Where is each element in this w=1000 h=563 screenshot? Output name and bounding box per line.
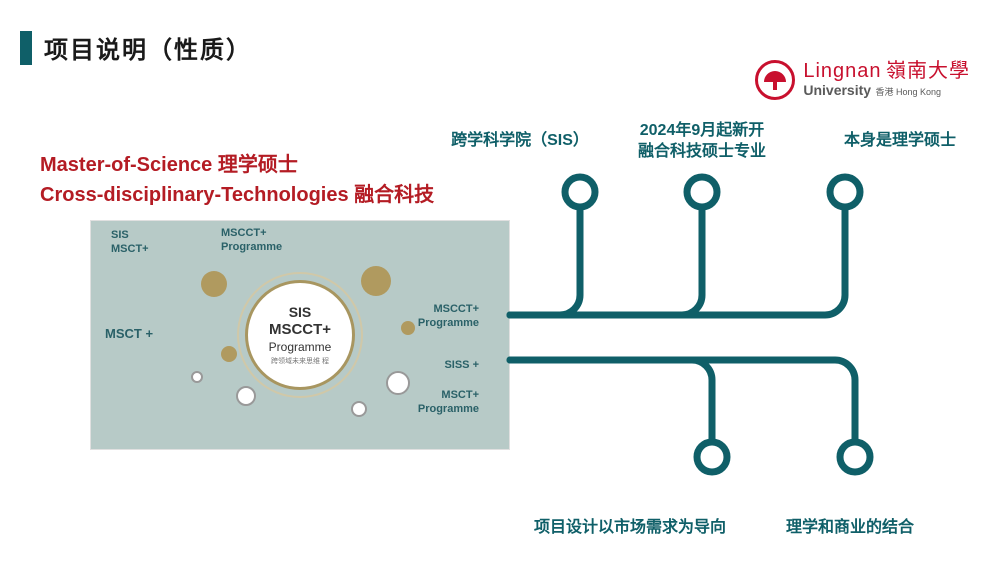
branch-label: 跨学科学院（SIS）: [451, 131, 589, 152]
branch-label: 理学和商业的结合: [786, 518, 914, 539]
side-label-br2: Programme: [418, 403, 479, 415]
branch-label: 项目设计以市场需求为导向: [534, 518, 726, 539]
page-title: 项目说明（性质）: [44, 30, 252, 65]
subtitle: Master-of-Science 理学硕士 Cross-disciplinar…: [40, 150, 434, 210]
subtitle-line2: Cross-disciplinary-Technologies 融合科技: [40, 180, 434, 210]
side-label-tc2: Programme: [221, 241, 282, 253]
side-label-tr1: MSCCT+: [433, 303, 479, 315]
branch-label: 本身是理学硕士: [844, 131, 956, 152]
graphic-center-badge: SIS MSCCT+ Programme 跨领域未来思维 程: [245, 280, 355, 390]
side-label-br1: MSCT+: [441, 389, 479, 401]
logo-mark-icon: [755, 60, 795, 100]
logo-cn: 嶺南大學: [886, 60, 970, 82]
side-label-mr: SISS +: [444, 359, 479, 371]
deco-circle: [351, 401, 367, 417]
logo-hk: 香港 Hong Kong: [876, 87, 942, 97]
logo-en: Lingnan: [803, 60, 881, 82]
side-label-tc1: MSCCT+: [221, 227, 267, 239]
deco-circle: [401, 321, 415, 335]
side-label-tl2: MSCT+: [111, 243, 149, 255]
branch-label: 2024年9月起新开融合科技硕士专业: [638, 121, 766, 163]
deco-circle: [201, 271, 227, 297]
side-label-tl1: SIS: [111, 229, 129, 241]
logo-uni: University: [803, 82, 871, 98]
subtitle-line1: Master-of-Science 理学硕士: [40, 150, 434, 180]
deco-circle: [191, 371, 203, 383]
side-label-tr2: Programme: [418, 317, 479, 329]
title-accent: [20, 31, 32, 65]
lingnan-logo: Lingnan 嶺南大學 University 香港 Hong Kong: [755, 60, 970, 100]
deco-circle: [361, 266, 391, 296]
programme-graphic: SIS MSCCT+ Programme 跨领域未来思维 程 MSCT + SI…: [90, 220, 510, 450]
deco-circle: [386, 371, 410, 395]
deco-circle: [221, 346, 237, 362]
deco-circle: [236, 386, 256, 406]
side-label-left: MSCT +: [105, 326, 153, 341]
